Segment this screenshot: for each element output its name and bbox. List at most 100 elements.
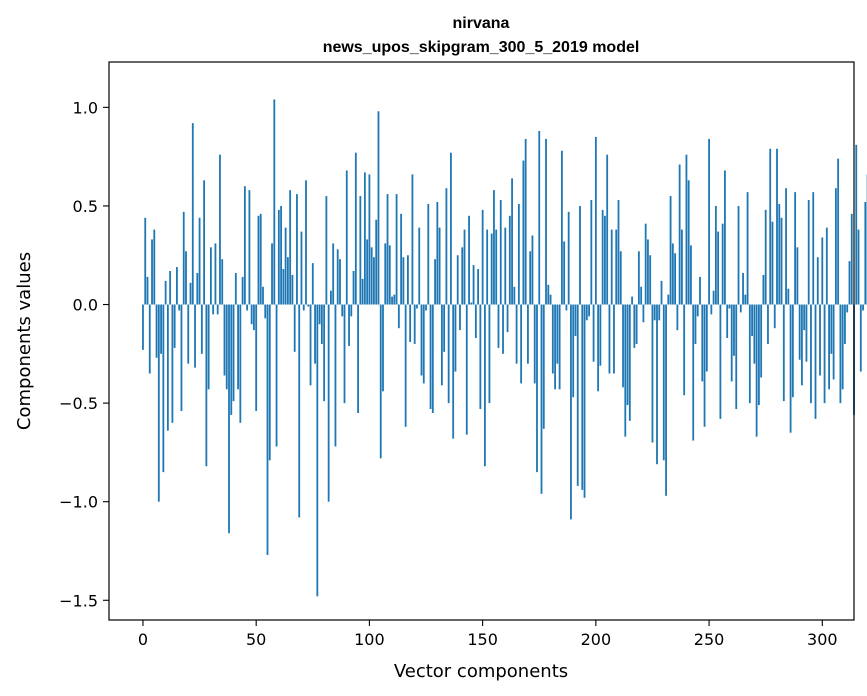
bar [579, 205, 581, 305]
bar [173, 304, 176, 348]
bar [656, 304, 658, 465]
bar [705, 304, 708, 372]
x-tick-label: 150 [467, 630, 498, 649]
bar [803, 304, 806, 331]
bar [234, 272, 237, 305]
bar [146, 276, 149, 305]
bar [191, 123, 194, 305]
bar [669, 196, 672, 305]
bar [479, 304, 482, 410]
bar [474, 304, 477, 339]
bar [633, 304, 636, 348]
bar [314, 304, 316, 364]
bar [531, 235, 534, 305]
bar [574, 304, 577, 337]
bar [472, 265, 475, 305]
bar [160, 304, 162, 354]
bar [454, 304, 457, 372]
bar [142, 304, 144, 350]
bar [821, 237, 824, 305]
bar [762, 274, 765, 305]
bar [418, 227, 421, 305]
bar [413, 304, 416, 344]
bar [470, 302, 473, 305]
bar [243, 186, 246, 305]
bar [311, 263, 314, 305]
bar [148, 304, 151, 374]
bar [273, 99, 276, 305]
bar [366, 239, 369, 305]
bar [647, 239, 649, 305]
bar [760, 304, 763, 378]
bar [789, 304, 792, 433]
bar [232, 304, 235, 402]
bar [293, 304, 296, 352]
bar [436, 201, 439, 305]
bar [642, 304, 645, 323]
bar [223, 304, 226, 376]
y-axis-label: Components values [14, 252, 35, 430]
bar [459, 304, 461, 331]
x-axis-ticks: 0 50 100 150 200 250 300 [138, 620, 838, 649]
bar [767, 304, 769, 344]
bar [253, 304, 255, 331]
bar [488, 304, 491, 404]
bar [850, 213, 853, 305]
bar [837, 158, 840, 305]
bar [708, 138, 710, 305]
bar [785, 188, 787, 305]
bar [271, 243, 273, 305]
bar [490, 233, 493, 305]
bar [699, 276, 701, 305]
y-tick-label: −1.0 [59, 493, 98, 512]
bar [653, 304, 656, 321]
bar [153, 229, 156, 305]
bar [237, 304, 239, 390]
bar [318, 304, 321, 325]
bar [819, 304, 821, 376]
bar [857, 229, 860, 305]
bar [255, 304, 258, 411]
bar [368, 174, 371, 305]
bar [545, 138, 547, 305]
bar [162, 304, 165, 473]
bar [502, 304, 504, 354]
bar [527, 304, 529, 364]
bar [615, 229, 618, 305]
bar [187, 304, 190, 364]
bar [565, 304, 568, 311]
bar [327, 304, 330, 502]
bars-group [142, 99, 867, 597]
bar [486, 229, 489, 305]
bar [443, 304, 446, 352]
bar [431, 304, 434, 413]
bar [685, 154, 688, 305]
y-tick-label: −1.5 [59, 591, 98, 610]
bar [325, 196, 328, 305]
bar [416, 304, 418, 309]
bar [687, 180, 690, 305]
bar [717, 231, 720, 305]
x-tick-label: 100 [354, 630, 385, 649]
bar [330, 290, 332, 305]
bar [497, 304, 500, 348]
bar [200, 304, 203, 354]
bar [714, 205, 717, 305]
bar [742, 272, 744, 305]
bar [477, 269, 480, 305]
bar [737, 205, 740, 305]
bar [386, 194, 389, 305]
bar [348, 304, 350, 346]
bar [798, 304, 801, 360]
bar [728, 304, 731, 309]
bar [343, 304, 346, 404]
bar [452, 304, 455, 439]
bar [354, 152, 357, 305]
bar [144, 217, 147, 305]
bar [298, 304, 301, 518]
bar [357, 304, 359, 413]
bar [434, 259, 436, 305]
x-tick-label: 0 [138, 630, 148, 649]
bar [228, 304, 230, 534]
bar [422, 304, 425, 384]
